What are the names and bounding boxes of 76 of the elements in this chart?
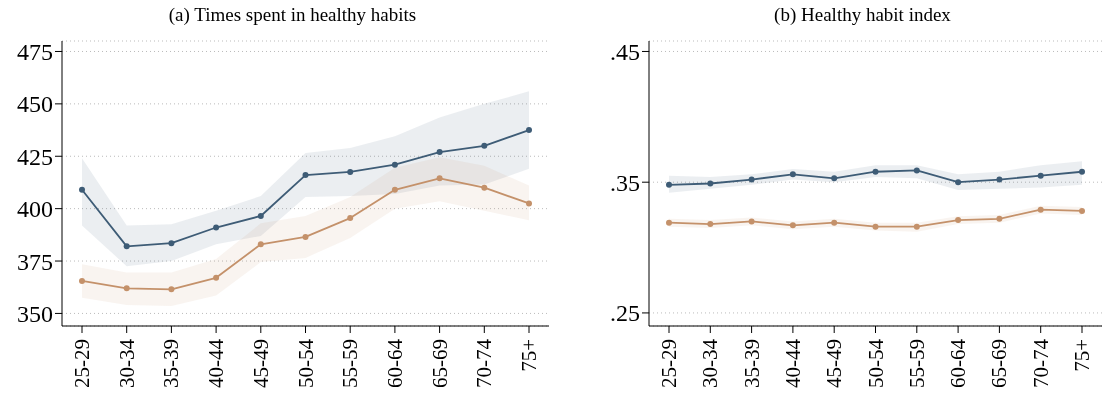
y-tick-label: 475 (17, 39, 53, 65)
x-tick-label: 70-74 (472, 338, 497, 388)
point (748, 176, 755, 183)
point (789, 171, 796, 178)
point (666, 219, 672, 226)
point (302, 233, 309, 240)
point (123, 243, 130, 250)
point (481, 184, 488, 191)
x-tick-label: 35-39 (739, 339, 764, 388)
point (347, 215, 354, 222)
point (748, 218, 755, 225)
x-tick-label: 60-64 (946, 338, 971, 388)
x-tick-label: 35-39 (159, 339, 184, 388)
x-tick-label: 75+ (517, 339, 541, 372)
x-tick-label: 55-59 (338, 339, 363, 388)
point (666, 181, 672, 188)
x-tick-label: 65-69 (987, 339, 1012, 388)
point (526, 200, 532, 207)
x-tick-label: 45-49 (822, 339, 847, 388)
x-tick-label: 25-29 (657, 339, 681, 388)
point (213, 274, 220, 281)
point (831, 219, 838, 226)
x-tick-label: 50-54 (293, 338, 318, 388)
point (526, 127, 532, 134)
point (789, 222, 796, 229)
x-tick-label: 75+ (1070, 339, 1094, 372)
x-tick-label: 40-44 (780, 338, 805, 388)
y-tick-label: .35 (610, 169, 640, 196)
chart-title: (b) Healthy habit index (773, 3, 952, 27)
point (872, 223, 879, 230)
point (913, 167, 920, 174)
point (872, 168, 879, 175)
point (955, 217, 962, 224)
y-tick-label: 350 (17, 300, 53, 327)
point (257, 241, 264, 248)
x-tick-label: 50-54 (863, 338, 888, 388)
point (168, 286, 175, 293)
point (123, 285, 130, 292)
point (1037, 206, 1044, 213)
point (955, 179, 962, 186)
point (257, 212, 264, 219)
y-tick-label: 450 (17, 91, 53, 118)
point (831, 175, 838, 182)
point (436, 149, 443, 156)
chart-title: (a) Times spent in healthy habits (167, 3, 418, 27)
x-tick-label: 40-44 (204, 338, 229, 388)
x-tick-label: 25-29 (70, 339, 94, 388)
point (79, 186, 85, 193)
y-tick-label: 375 (17, 248, 53, 275)
point (79, 277, 85, 284)
x-tick-label: 30-34 (698, 338, 723, 388)
y-tick-label: 425 (17, 143, 53, 170)
point (436, 175, 443, 182)
point (347, 168, 354, 175)
y-tick-label: 400 (17, 196, 53, 223)
point (707, 221, 714, 228)
point (481, 142, 488, 149)
x-tick-label: 30-34 (114, 338, 139, 388)
point (391, 186, 398, 193)
point (168, 240, 175, 247)
point (1037, 172, 1044, 179)
point (1079, 168, 1085, 175)
point (996, 215, 1003, 222)
y-tick-label: .25 (610, 300, 640, 327)
x-tick-label: 60-64 (382, 338, 407, 388)
x-tick-label: 55-59 (904, 339, 929, 388)
x-tick-label: 45-49 (248, 339, 273, 388)
point (391, 161, 398, 168)
point (302, 172, 309, 179)
point (707, 180, 714, 187)
x-tick-label: 65-69 (427, 339, 452, 388)
point (996, 176, 1003, 183)
x-tick-label: 70-74 (1028, 338, 1053, 388)
point (1079, 207, 1085, 214)
y-tick-label: .45 (610, 38, 640, 65)
point (913, 223, 920, 230)
